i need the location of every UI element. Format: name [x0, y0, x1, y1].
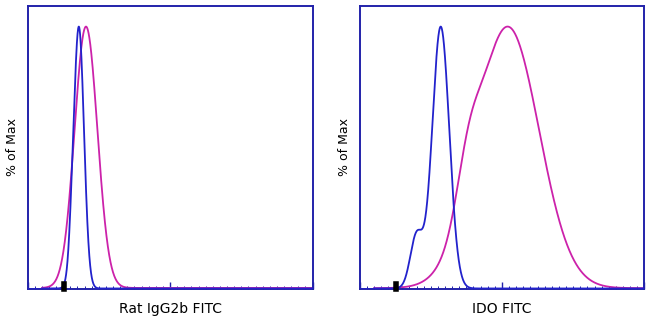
Y-axis label: % of Max: % of Max — [6, 118, 19, 176]
X-axis label: Rat IgG2b FITC: Rat IgG2b FITC — [118, 302, 222, 317]
X-axis label: IDO FITC: IDO FITC — [473, 302, 532, 317]
Y-axis label: % of Max: % of Max — [337, 118, 350, 176]
